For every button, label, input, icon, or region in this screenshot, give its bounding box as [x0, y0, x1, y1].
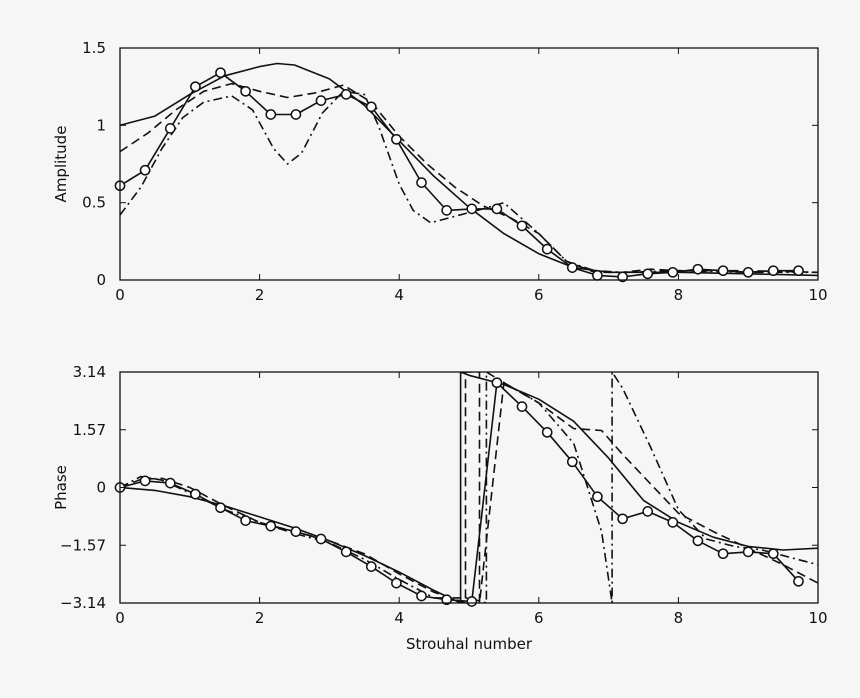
x-tick-label: 6 — [534, 609, 544, 627]
data-point — [592, 491, 603, 503]
y-tick-label: −3.14 — [60, 594, 106, 612]
y-tick-label: 0 — [96, 271, 106, 289]
x-tick-label: 10 — [808, 609, 827, 627]
data-point — [491, 203, 503, 215]
data-point — [416, 590, 427, 602]
data-point — [190, 81, 201, 93]
data-point — [667, 517, 679, 528]
data-point — [340, 89, 352, 100]
data-point — [441, 594, 453, 606]
data-point — [767, 265, 779, 277]
series-group — [120, 372, 818, 603]
x-tick-label: 10 — [808, 286, 827, 304]
data-point — [139, 164, 151, 176]
data-point — [642, 268, 654, 280]
data-point — [240, 85, 251, 97]
x-tick-label: 0 — [115, 609, 125, 627]
data-point — [466, 203, 478, 215]
data-point — [692, 263, 704, 275]
data-point — [541, 426, 553, 438]
data-point — [139, 475, 151, 487]
x-tick-label: 4 — [394, 286, 404, 304]
data-point — [742, 266, 754, 278]
data-point — [717, 265, 729, 277]
y-axis-label: Amplitude — [52, 126, 70, 203]
data-point — [340, 546, 352, 558]
data-point — [592, 270, 603, 281]
x-tick-label: 8 — [674, 286, 684, 304]
y-tick-label: 1.5 — [82, 39, 106, 57]
data-point — [215, 502, 226, 514]
data-point — [315, 533, 327, 545]
data-point — [240, 515, 251, 526]
data-point — [290, 109, 302, 120]
data-point — [541, 243, 553, 255]
data-point — [391, 133, 402, 145]
series-line-dash-dot — [120, 90, 818, 274]
data-point — [566, 456, 578, 468]
data-point — [642, 506, 654, 517]
series-line-solid — [120, 62, 818, 277]
x-axis-label: Strouhal number — [406, 635, 533, 653]
data-point — [617, 513, 628, 525]
data-point — [265, 109, 277, 120]
data-point — [391, 577, 402, 589]
data-point — [265, 520, 277, 532]
x-tick-label: 6 — [534, 286, 544, 304]
y-tick-label: −1.57 — [60, 536, 106, 554]
plot-frame — [119, 371, 819, 604]
data-point — [692, 535, 704, 547]
data-point — [793, 575, 804, 587]
data-point — [793, 265, 804, 277]
phase-panel: 0 2 4 6 8 10 −3.14 −1.57 0 1.57 3.14 Phase Strouhal … — [52, 363, 828, 653]
data-point — [441, 205, 453, 216]
y-tick-label: 1 — [96, 116, 106, 134]
plot-frame — [119, 47, 819, 281]
data-point — [315, 95, 327, 106]
x-tick-label: 2 — [255, 609, 265, 627]
data-point — [365, 101, 377, 113]
series-line-dashed — [120, 372, 818, 603]
data-point — [516, 220, 528, 232]
y-axis-label: Phase — [52, 465, 70, 510]
data-point — [516, 401, 528, 412]
data-point — [215, 67, 226, 79]
amplitude-panel: 0 2 4 6 8 10 0 0.5 1 1.5 Amplitude — [52, 39, 828, 304]
series-line-dash-dot — [120, 372, 818, 603]
data-point — [667, 266, 679, 278]
data-point — [164, 123, 176, 134]
x-tick-label: 2 — [255, 286, 265, 304]
series-line-solid — [120, 372, 818, 603]
data-point — [767, 548, 779, 560]
data-point — [190, 488, 201, 500]
series-line-solid-circles — [120, 71, 799, 278]
data-point — [717, 548, 729, 560]
data-point — [164, 477, 176, 489]
x-tick-label: 8 — [674, 609, 684, 627]
data-point — [466, 596, 478, 607]
x-tick-label: 0 — [115, 286, 125, 304]
data-point — [365, 561, 377, 572]
x-tick-label: 4 — [394, 609, 404, 627]
series-group — [120, 62, 818, 278]
data-point — [617, 271, 628, 283]
series-line-dashed — [120, 82, 818, 274]
y-tick-label: 3.14 — [73, 363, 106, 381]
data-point — [416, 177, 427, 188]
data-point — [491, 377, 503, 389]
data-point — [290, 526, 302, 537]
y-tick-label: 0.5 — [82, 194, 106, 212]
y-tick-label: 1.57 — [73, 421, 106, 439]
series-line-solid-circles — [120, 381, 800, 603]
y-tick-label: 0 — [96, 479, 106, 497]
data-point — [566, 262, 578, 273]
data-point — [742, 546, 754, 558]
